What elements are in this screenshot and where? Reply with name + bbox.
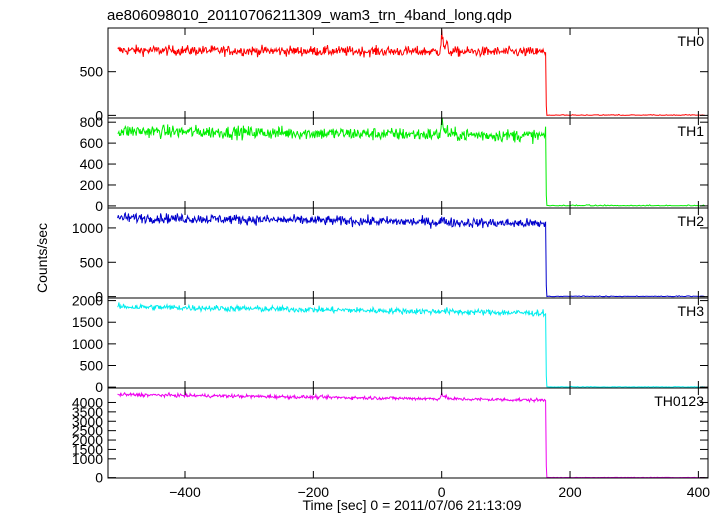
- y-tick-label: 4000: [72, 394, 103, 410]
- panel-frame: [107, 207, 709, 299]
- panel-label-th0123: TH0123: [654, 393, 704, 409]
- panel-label-th1: TH1: [678, 123, 705, 139]
- panels-group: 0 500 TH0 0 200 400 600 800 TH1 0 500 1000 TH2 0 500 10…: [72, 27, 709, 486]
- series-line-th3: [117, 302, 705, 388]
- panel-label-th2: TH2: [678, 213, 705, 229]
- x-tick-label: −400: [169, 484, 201, 500]
- y-axis-label: Counts/sec: [34, 223, 50, 293]
- panel-frame: [107, 387, 709, 479]
- panel-th0: 0 500 TH0: [80, 27, 709, 123]
- x-tick-label: 200: [558, 484, 582, 500]
- y-tick-label: 1500: [72, 314, 103, 330]
- y-tick-label: 2000: [72, 432, 103, 448]
- y-tick-label: 500: [80, 358, 104, 374]
- y-tick-label: 500: [80, 254, 104, 270]
- y-tick-label: 1500: [72, 441, 103, 457]
- y-tick-label: 1000: [72, 220, 103, 236]
- y-tick-label: 800: [80, 114, 104, 130]
- y-tick-label: 0: [95, 289, 103, 305]
- panel-label-th3: TH3: [678, 303, 705, 319]
- series-line-th0: [117, 29, 705, 116]
- y-tick-label: 200: [80, 177, 104, 193]
- y-tick-label: 3500: [72, 404, 103, 420]
- series-line-th1: [117, 118, 706, 207]
- x-axis-label: Time [sec] 0 = 2011/07/06 21:13:09: [302, 497, 521, 513]
- y-tick-label: 2500: [72, 423, 103, 439]
- y-tick-label: 600: [80, 135, 104, 151]
- x-axis: −400 −200 0 200 400: [169, 484, 710, 500]
- y-tick-label: 0: [95, 470, 103, 486]
- y-tick-label: 3000: [72, 413, 103, 429]
- y-tick-label: 400: [80, 156, 104, 172]
- y-tick-label: 0: [95, 107, 103, 123]
- panel-th2: 0 500 1000 TH2: [72, 207, 709, 305]
- panel-th1: 0 200 400 600 800 TH1: [80, 114, 709, 214]
- y-tick-label: 500: [80, 64, 104, 80]
- y-tick-label: 1000: [72, 451, 103, 467]
- panel-label-th0: TH0: [678, 33, 705, 49]
- y-tick-label: 2000: [72, 293, 103, 309]
- series-line-th2: [117, 211, 705, 298]
- series-line-th0123: [117, 391, 705, 479]
- chart-title: ae806098010_20110706211309_wam3_trn_4ban…: [107, 7, 512, 24]
- y-tick-label: 0: [95, 379, 103, 395]
- panel-th3: 0 500 1000 1500 2000 TH3: [72, 293, 709, 395]
- x-tick-label: 0: [438, 484, 446, 500]
- panel-frame: [107, 297, 709, 389]
- x-tick-label: 400: [687, 484, 711, 500]
- panel-frame: [107, 27, 709, 119]
- y-tick-label: 1000: [72, 336, 103, 352]
- y-tick-label: 0: [95, 198, 103, 214]
- x-tick-label: −200: [298, 484, 330, 500]
